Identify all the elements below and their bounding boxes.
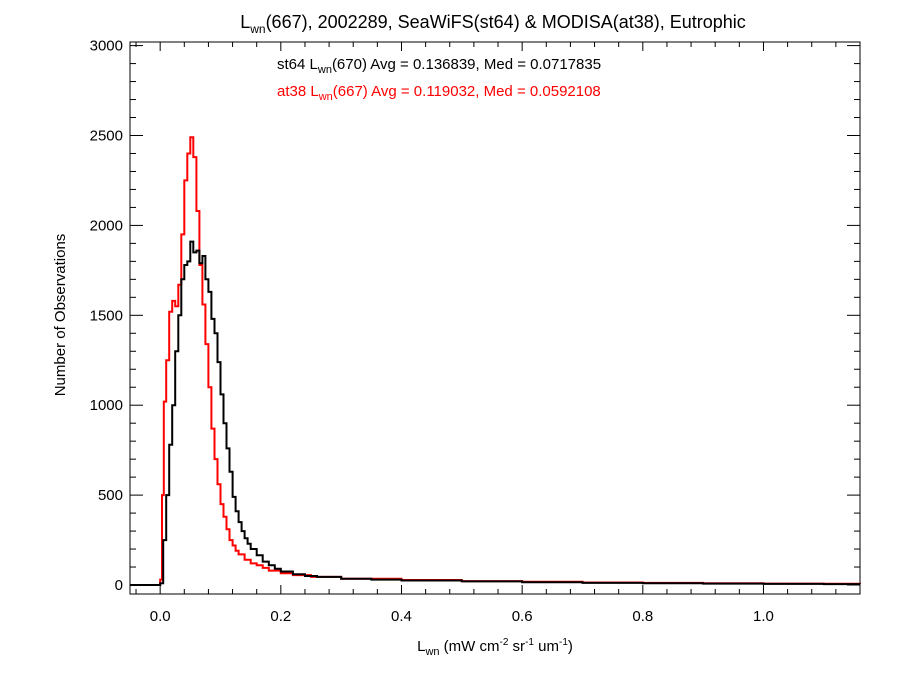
y-tick-label: 2000 bbox=[90, 217, 123, 234]
series-layer bbox=[130, 136, 861, 586]
chart-title: Lwn(667), 2002289, SeaWiFS(st64) & MODIS… bbox=[240, 12, 746, 36]
series-annotation-at38: at38 Lwn(667) Avg = 0.119032, Med = 0.05… bbox=[277, 83, 601, 103]
x-tick-label: 1.0 bbox=[753, 608, 774, 625]
plot-frame bbox=[129, 41, 861, 595]
series-line-st64 bbox=[130, 240, 860, 586]
x-tick-label: 0.8 bbox=[632, 608, 653, 625]
series-annotation-st64: st64 Lwn(670) Avg = 0.136839, Med = 0.07… bbox=[277, 56, 601, 76]
y-tick-label: 500 bbox=[98, 487, 123, 504]
x-tick-label: 0.4 bbox=[391, 608, 412, 625]
x-axis-label: Lwn (mW cm-2 sr-1 um-1) bbox=[417, 637, 573, 658]
y-tick-label: 3000 bbox=[90, 38, 123, 55]
y-axis-label: Number of Observations bbox=[52, 234, 69, 397]
y-tick-label: 1500 bbox=[90, 307, 123, 324]
y-tick-label: 1000 bbox=[90, 397, 123, 414]
x-tick-label: 0.6 bbox=[512, 608, 533, 625]
axis-ticks: 0.0 0.2 0.4 0.6 0.8 1.0 0 500 1000 1500 2000 2500 30… bbox=[90, 38, 860, 625]
y-tick-label: 2500 bbox=[90, 127, 123, 144]
y-tick-label: 0 bbox=[115, 577, 123, 594]
x-tick-label: 0.0 bbox=[150, 608, 171, 625]
x-tick-label: 0.2 bbox=[270, 608, 291, 625]
